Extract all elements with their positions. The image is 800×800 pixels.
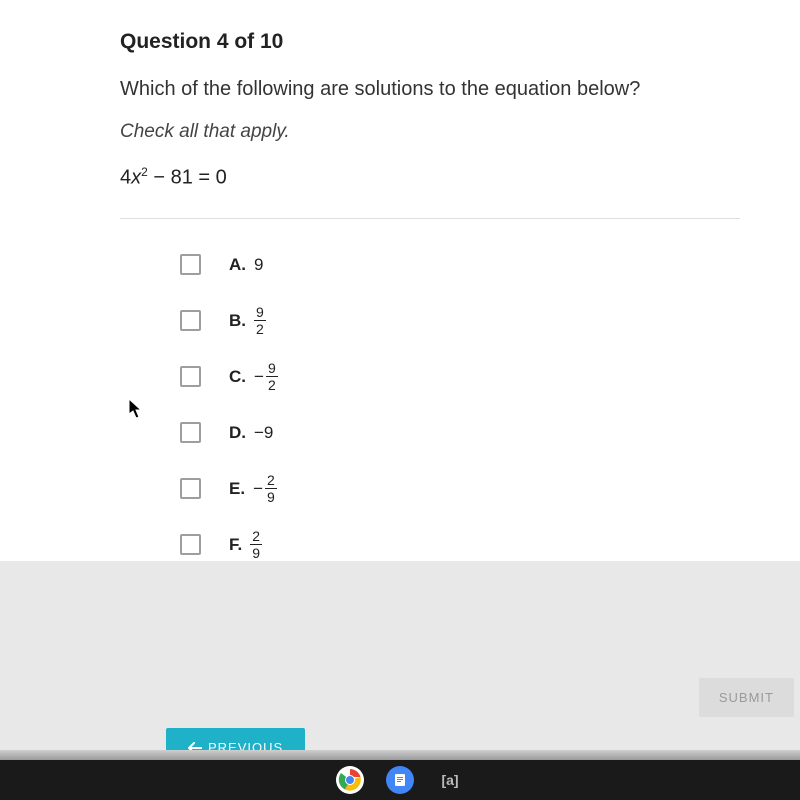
- submit-label: SUBMIT: [719, 690, 774, 705]
- question-instruction: Check all that apply.: [120, 121, 740, 143]
- option-value: −9: [254, 423, 273, 443]
- option-value: 29: [250, 529, 262, 560]
- question-header: Question 4 of 10: [120, 30, 740, 54]
- option-row-A[interactable]: A. 9: [180, 249, 740, 281]
- checkbox[interactable]: [180, 254, 201, 275]
- eq-exponent: 2: [141, 165, 148, 179]
- eq-var: x: [131, 167, 141, 189]
- laptop-bezel: [0, 750, 800, 760]
- quiz-panel: Question 4 of 10 Which of the following …: [0, 0, 800, 561]
- option-value: 9: [254, 255, 263, 275]
- eq-coeff: 4: [120, 167, 131, 189]
- checkbox[interactable]: [180, 422, 201, 443]
- option-row-F[interactable]: F. 29: [180, 529, 740, 561]
- option-letter: E.: [229, 479, 245, 499]
- taskbar: [a]: [0, 760, 800, 800]
- option-value: 92: [254, 305, 266, 336]
- submit-button[interactable]: SUBMIT: [699, 678, 794, 717]
- checkbox[interactable]: [180, 366, 201, 387]
- checkbox[interactable]: [180, 534, 201, 555]
- eq-rest: − 81 = 0: [148, 167, 227, 189]
- option-letter: D.: [229, 423, 246, 443]
- options-list: A. 9 B. 92 C. −92 D. −9 E. −29 F. 29: [120, 249, 740, 561]
- equation: 4x2 − 81 = 0: [120, 165, 740, 190]
- option-row-C[interactable]: C. −92: [180, 361, 740, 393]
- option-value: −29: [253, 473, 277, 504]
- option-row-D[interactable]: D. −9: [180, 417, 740, 449]
- option-row-B[interactable]: B. 92: [180, 305, 740, 337]
- option-letter: F.: [229, 535, 242, 555]
- divider: [120, 218, 740, 219]
- option-letter: C.: [229, 367, 246, 387]
- option-row-E[interactable]: E. −29: [180, 473, 740, 505]
- option-letter: A.: [229, 255, 246, 275]
- question-prompt: Which of the following are solutions to …: [120, 78, 740, 101]
- option-letter: B.: [229, 311, 246, 331]
- docs-icon[interactable]: [386, 766, 414, 794]
- checkbox[interactable]: [180, 310, 201, 331]
- checkbox[interactable]: [180, 478, 201, 499]
- chrome-icon[interactable]: [336, 766, 364, 794]
- option-value: −92: [254, 361, 278, 392]
- apex-icon[interactable]: [a]: [436, 766, 464, 794]
